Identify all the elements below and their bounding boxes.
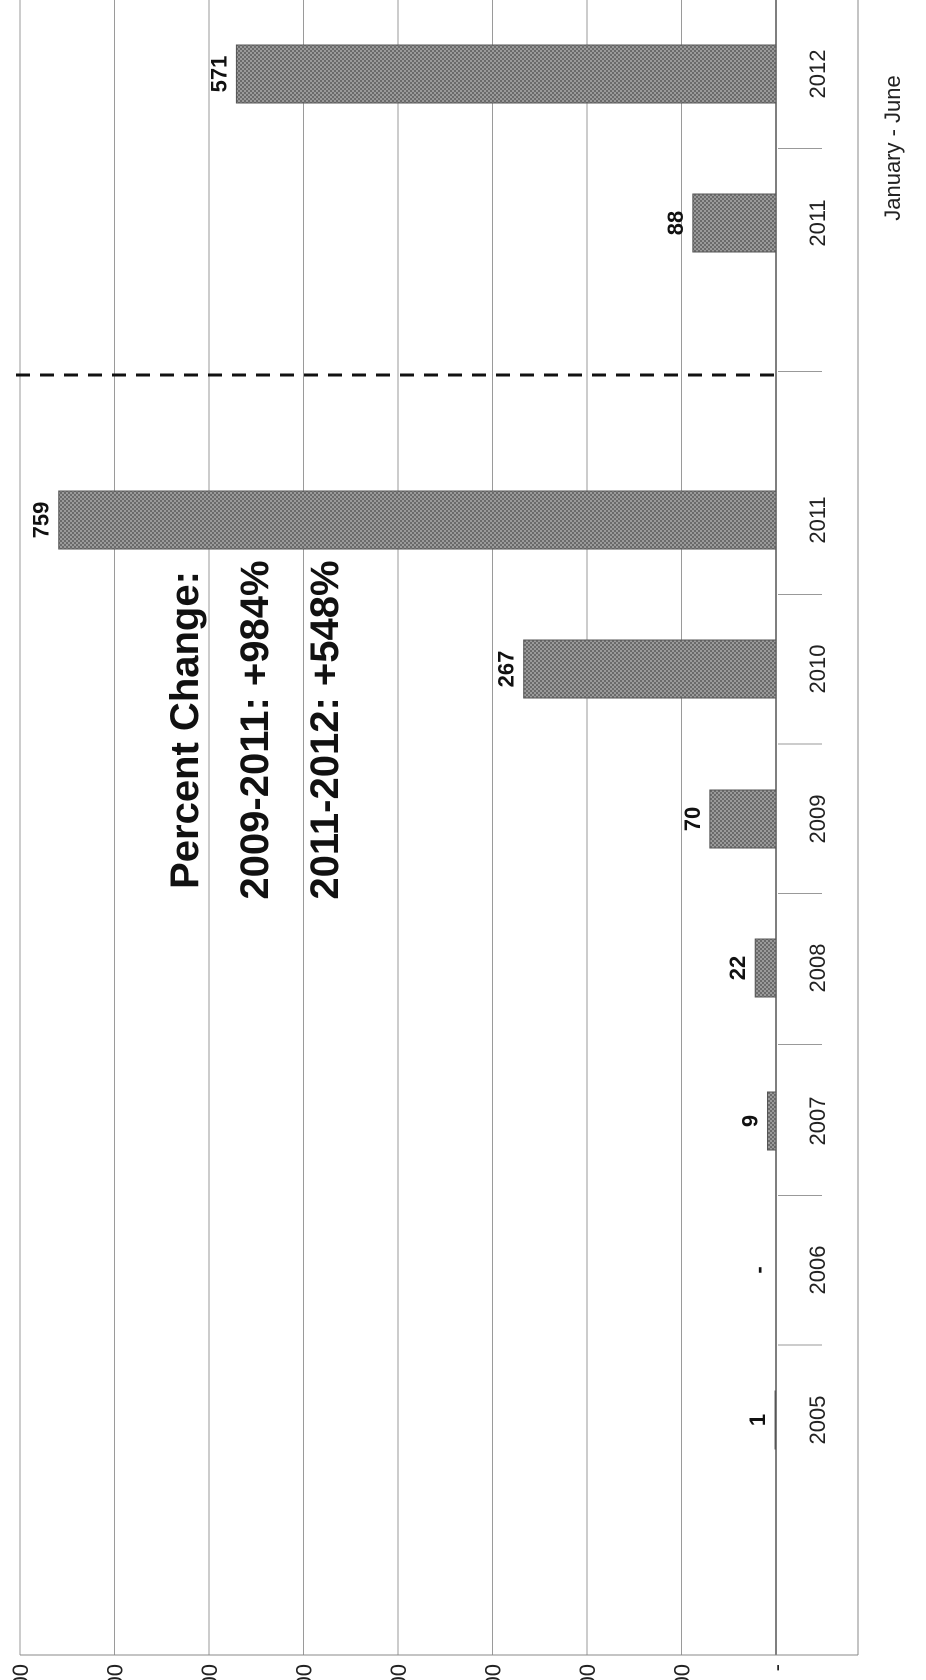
data-label: 9 xyxy=(737,1115,762,1127)
category-label: 2009 xyxy=(805,795,830,844)
value-tick-label: 600 xyxy=(197,1664,222,1680)
data-label: 22 xyxy=(725,956,750,980)
value-axis-ticks: - 100 200 300 400 500 600 700 800 xyxy=(8,1664,789,1680)
data-label: 1 xyxy=(745,1414,770,1426)
annotation-line-1: 2009-2011: +984% xyxy=(233,560,277,899)
bar xyxy=(709,789,777,849)
data-labels: 1 - 9 22 70 267 759 88 571 xyxy=(29,56,771,1426)
category-label: 2011 xyxy=(805,496,830,543)
value-tick-label: 500 xyxy=(292,1664,317,1680)
data-label: 759 xyxy=(29,502,54,539)
value-tick-label: 400 xyxy=(386,1664,411,1680)
group-label: January - June xyxy=(880,75,905,221)
annotation-heading: Percent Change: xyxy=(163,571,207,889)
data-label: 70 xyxy=(680,807,705,831)
value-tick-label: 100 xyxy=(670,1664,695,1680)
bars xyxy=(58,44,777,1450)
bar xyxy=(774,1390,777,1450)
category-label: 2007 xyxy=(805,1097,830,1146)
annotation-line-2: 2011-2012: +548% xyxy=(303,560,347,899)
bar xyxy=(235,44,777,104)
category-label: 2005 xyxy=(805,1396,830,1445)
data-label: 571 xyxy=(206,56,231,93)
data-label: - xyxy=(746,1266,771,1273)
value-tick-label: 200 xyxy=(575,1664,600,1680)
value-tick-label: 800 xyxy=(8,1664,33,1680)
category-label: 2006 xyxy=(805,1246,830,1295)
bar xyxy=(754,938,777,998)
bar xyxy=(766,1091,777,1151)
category-axis-labels: 2005 2006 2007 2008 2009 2010 2011 2011 2012 xyxy=(778,50,830,1445)
gridlines xyxy=(19,0,859,1656)
percent-change-annotation: Percent Change: 2009-2011: +984% 2011-20… xyxy=(163,560,347,899)
value-tick-label: - xyxy=(764,1664,789,1671)
data-label: 88 xyxy=(663,211,688,235)
bar xyxy=(692,193,777,253)
category-label: 2012 xyxy=(805,50,830,99)
category-label: 2008 xyxy=(805,944,830,993)
data-label: 267 xyxy=(494,651,519,688)
bar xyxy=(58,490,777,550)
category-label: 2011 xyxy=(805,199,830,246)
bar xyxy=(523,639,777,699)
value-tick-label: 700 xyxy=(103,1664,128,1680)
category-label: 2010 xyxy=(805,645,830,694)
value-tick-label: 300 xyxy=(481,1664,506,1680)
